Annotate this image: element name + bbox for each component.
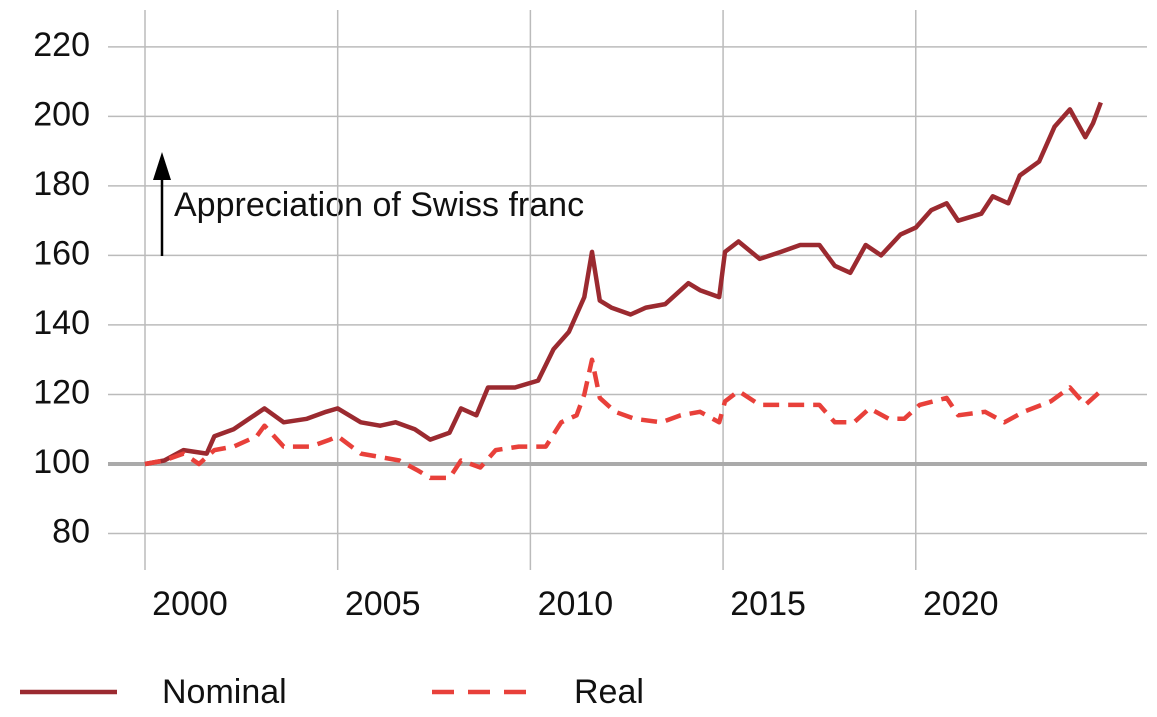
- y-tick-label: 200: [33, 95, 90, 133]
- x-tick-label: 2010: [538, 585, 614, 623]
- annotation: Appreciation of Swiss franc: [174, 186, 584, 224]
- y-tick-label: 100: [33, 443, 90, 481]
- x-tick-label: 2000: [152, 585, 228, 623]
- y-tick-label: 160: [33, 234, 90, 272]
- arrow-head: [153, 152, 171, 180]
- y-tick-label: 80: [52, 512, 90, 550]
- legend-label: Real: [574, 673, 644, 711]
- x-tick-label: 2015: [730, 585, 806, 623]
- y-tick-label: 220: [33, 26, 90, 64]
- y-tick-label: 180: [33, 165, 90, 203]
- y-tick-label: 120: [33, 373, 90, 411]
- x-tick-label: 2005: [345, 585, 421, 623]
- legend-label: Nominal: [162, 673, 287, 711]
- line: [144, 357, 1103, 481]
- y-tick-label: 140: [33, 304, 90, 342]
- line: [144, 101, 1103, 467]
- x-tick-label: 2020: [923, 585, 999, 623]
